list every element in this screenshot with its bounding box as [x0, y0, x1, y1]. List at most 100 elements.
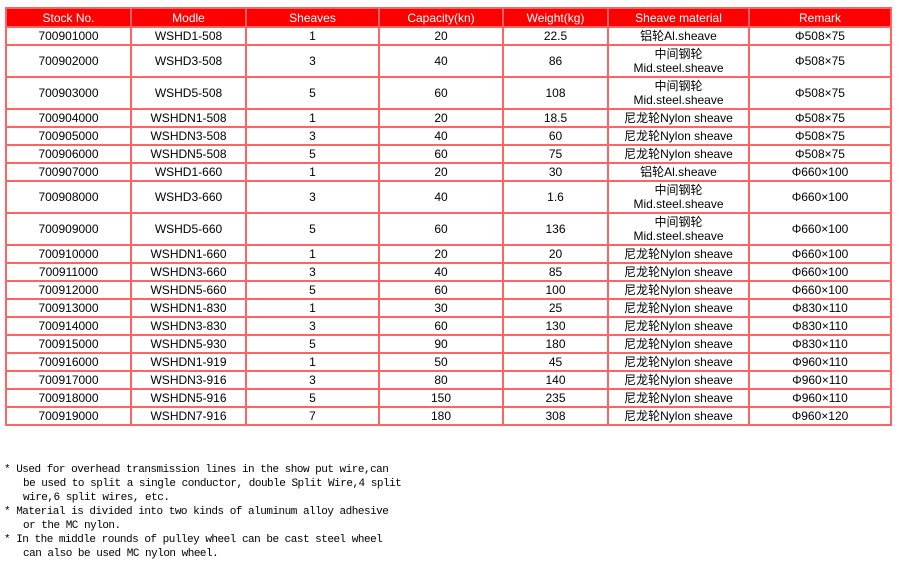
stock-no-cell: 700911000	[5, 262, 132, 282]
model-cell: WSHDN5-508	[130, 144, 247, 164]
header-model: Modle	[130, 7, 247, 28]
capacity-cell: 20	[378, 26, 504, 46]
stock-no-cell: 700915000	[5, 334, 132, 354]
capacity-cell: 40	[378, 126, 504, 146]
weight-cell: 86	[502, 44, 609, 78]
model-cell: WSHD5-660	[130, 212, 247, 246]
material-line: Mid.steel.sheave	[633, 93, 724, 107]
material-line: 铝轮Al.sheave	[640, 165, 717, 179]
note-line: or the MC nylon.	[23, 520, 121, 532]
table-row: 700909000 WSHD5-660 5 60 136 中间钢轮 Mid.steel.sh…	[5, 212, 892, 246]
model-cell: WSHDN3-830	[130, 316, 247, 336]
note-line: can also be used MC nylon wheel.	[23, 548, 219, 560]
header-capacity: Capacity(kn)	[378, 7, 504, 28]
weight-cell: 22.5	[502, 26, 609, 46]
remark-cell: Φ960×110	[748, 388, 892, 408]
product-spec-table: Stock No. Modle Sheaves Capacity(kn) Wei…	[5, 7, 892, 426]
sheave-material-cell: 中间钢轮 Mid.steel.sheave	[607, 180, 750, 214]
sheave-material-cell: 尼龙轮Nylon sheave	[607, 244, 750, 264]
model-cell: WSHDN1-508	[130, 108, 247, 128]
note-line: wire,6 split wires, etc.	[23, 492, 170, 504]
material-line: Mid.steel.sheave	[633, 197, 724, 211]
weight-cell: 75	[502, 144, 609, 164]
material-line: 尼龙轮Nylon sheave	[624, 301, 733, 315]
sheaves-cell: 5	[245, 76, 380, 110]
sheave-material-cell: 中间钢轮 Mid.steel.sheave	[607, 76, 750, 110]
table-row: 700903000 WSHD5-508 5 60 108 中间钢轮 Mid.steel.sh…	[5, 76, 892, 110]
remark-cell: Φ508×75	[748, 26, 892, 46]
material-line: 中间钢轮	[654, 183, 703, 197]
note-item: * Used for overhead transmission lines i…	[4, 463, 402, 505]
table-row: 700911000 WSHDN3-660 3 40 85 尼龙轮Nylon sheave Φ…	[5, 262, 892, 282]
model-cell: WSHD1-660	[130, 162, 247, 182]
remark-cell: Φ660×100	[748, 244, 892, 264]
remark-cell: Φ508×75	[748, 108, 892, 128]
stock-no-cell: 700903000	[5, 76, 132, 110]
remark-cell: Φ660×100	[748, 280, 892, 300]
weight-cell: 136	[502, 212, 609, 246]
model-cell: WSHDN7-916	[130, 406, 247, 426]
remark-cell: Φ660×100	[748, 180, 892, 214]
model-cell: WSHD3-508	[130, 44, 247, 78]
remark-cell: Φ508×75	[748, 76, 892, 110]
material-line: Mid.steel.sheave	[633, 61, 724, 75]
material-line: 尼龙轮Nylon sheave	[624, 337, 733, 351]
model-cell: WSHDN5-916	[130, 388, 247, 408]
remark-cell: Φ830×110	[748, 316, 892, 336]
table-row: 700908000 WSHD3-660 3 40 1.6 中间钢轮 Mid.steel.sh…	[5, 180, 892, 214]
remark-cell: Φ508×75	[748, 44, 892, 78]
stock-no-cell: 700914000	[5, 316, 132, 336]
stock-no-cell: 700907000	[5, 162, 132, 182]
sheave-material-cell: 尼龙轮Nylon sheave	[607, 144, 750, 164]
remark-cell: Φ508×75	[748, 126, 892, 146]
model-cell: WSHDN3-508	[130, 126, 247, 146]
table-row: 700906000 WSHDN5-508 5 60 75 尼龙轮Nylon sheave Φ…	[5, 144, 892, 164]
material-line: 尼龙轮Nylon sheave	[624, 111, 733, 125]
table-header-row: Stock No. Modle Sheaves Capacity(kn) Wei…	[5, 7, 892, 28]
table-row: 700914000 WSHDN3-830 3 60 130 尼龙轮Nylon sheave…	[5, 316, 892, 336]
model-cell: WSHDN5-660	[130, 280, 247, 300]
capacity-cell: 60	[378, 280, 504, 300]
stock-no-cell: 700918000	[5, 388, 132, 408]
weight-cell: 308	[502, 406, 609, 426]
weight-cell: 25	[502, 298, 609, 318]
capacity-cell: 30	[378, 298, 504, 318]
material-line: 尼龙轮Nylon sheave	[624, 409, 733, 423]
model-cell: WSHDN5-930	[130, 334, 247, 354]
table-row: 700916000 WSHDN1-919 1 50 45 尼龙轮Nylon sheave Φ…	[5, 352, 892, 372]
sheave-material-cell: 尼龙轮Nylon sheave	[607, 108, 750, 128]
capacity-cell: 40	[378, 44, 504, 78]
model-cell: WSHDN1-660	[130, 244, 247, 264]
sheave-material-cell: 铝轮Al.sheave	[607, 26, 750, 46]
model-cell: WSHD5-508	[130, 76, 247, 110]
notes: * Used for overhead transmission lines i…	[4, 463, 402, 561]
stock-no-cell: 700917000	[5, 370, 132, 390]
weight-cell: 85	[502, 262, 609, 282]
table-row: 700905000 WSHDN3-508 3 40 60 尼龙轮Nylon sheave Φ…	[5, 126, 892, 146]
note-line: * Used for overhead transmission lines i…	[4, 464, 389, 476]
remark-cell: Φ830×110	[748, 334, 892, 354]
sheaves-cell: 3	[245, 370, 380, 390]
capacity-cell: 20	[378, 108, 504, 128]
stock-no-cell: 700906000	[5, 144, 132, 164]
capacity-cell: 90	[378, 334, 504, 354]
table-row: 700901000 WSHD1-508 1 20 22.5 铝轮Al.sheave Φ508…	[5, 26, 892, 46]
table-row: 700917000 WSHDN3-916 3 80 140 尼龙轮Nylon sheave…	[5, 370, 892, 390]
remark-cell: Φ960×110	[748, 352, 892, 372]
stock-no-cell: 700904000	[5, 108, 132, 128]
sheave-material-cell: 尼龙轮Nylon sheave	[607, 316, 750, 336]
stock-no-cell: 700913000	[5, 298, 132, 318]
sheaves-cell: 5	[245, 144, 380, 164]
sheaves-cell: 5	[245, 280, 380, 300]
model-cell: WSHD1-508	[130, 26, 247, 46]
remark-cell: Φ960×120	[748, 406, 892, 426]
sheaves-cell: 3	[245, 44, 380, 78]
table-row: 700918000 WSHDN5-916 5 150 235 尼龙轮Nylon sheav…	[5, 388, 892, 408]
capacity-cell: 60	[378, 144, 504, 164]
sheave-material-cell: 铝轮Al.sheave	[607, 162, 750, 182]
weight-cell: 30	[502, 162, 609, 182]
stock-no-cell: 700902000	[5, 44, 132, 78]
table-row: 700915000 WSHDN5-930 5 90 180 尼龙轮Nylon sheave…	[5, 334, 892, 354]
note-item: * Material is divided into two kinds of …	[4, 505, 401, 533]
weight-cell: 130	[502, 316, 609, 336]
